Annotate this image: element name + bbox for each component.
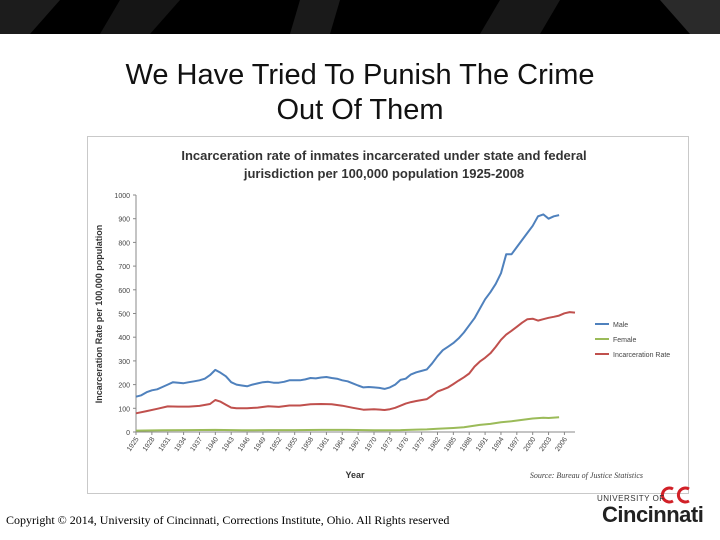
- logo-cincinnati: Cincinnati: [602, 502, 704, 527]
- x-tick-label: 1994: [491, 436, 506, 453]
- y-tick-label: 700: [118, 264, 130, 271]
- copyright-text: Copyright © 2014, University of Cincinna…: [6, 513, 450, 527]
- x-tick-label: 1946: [237, 436, 252, 453]
- legend: Male Female Incarceration Rate: [595, 322, 670, 359]
- slide-title-line-1: We Have Tried To Punish The Crime: [125, 59, 595, 91]
- x-tick-label: 1982: [427, 436, 442, 453]
- x-tick-label: 1952: [269, 436, 284, 453]
- y-tick-label: 200: [118, 383, 130, 390]
- y-tick-label: 100: [118, 406, 130, 413]
- x-tick-label: 1931: [158, 436, 173, 453]
- y-tick-label: 0: [126, 430, 130, 437]
- y-axis-label: Incarceration Rate per 100,000 populatio…: [94, 225, 104, 404]
- y-tick-label: 800: [118, 240, 130, 247]
- x-tick-label: 1961: [316, 436, 331, 453]
- logo-university-of: UNIVERSITY OF: [597, 494, 665, 503]
- x-tick-label: 1943: [221, 436, 236, 453]
- x-tick-label: 2006: [554, 436, 569, 453]
- x-tick-label: 1991: [475, 436, 490, 453]
- x-tick-label: 1937: [189, 436, 204, 453]
- series-line-female: [135, 416, 560, 432]
- series-line-incarceration-rate: [135, 311, 576, 415]
- university-logo: UNIVERSITY OF Cincinnati: [592, 484, 716, 530]
- legend-label: Incarceration Rate: [613, 352, 670, 359]
- source-note: Source: Bureau of Justice Statistics: [530, 471, 643, 480]
- banner-shards: [0, 0, 720, 34]
- top-banner: [0, 0, 720, 34]
- x-tick-label: 1958: [301, 436, 316, 453]
- series-line-male: [135, 213, 560, 398]
- slide-title: We Have Tried To Punish The Crime Out Of…: [40, 58, 680, 128]
- chart-title-line-1: Incarceration rate of inmates incarcerat…: [181, 148, 586, 163]
- legend-label: Female: [613, 337, 636, 344]
- legend-label: Male: [613, 322, 628, 329]
- slide-title-line-2: Out Of Them: [276, 94, 444, 126]
- x-tick-label: 1940: [205, 436, 220, 453]
- series-lines: [135, 213, 576, 432]
- incarceration-line-chart: Incarceration rate of inmates incarcerat…: [94, 148, 670, 480]
- y-tick-label: 500: [118, 312, 130, 319]
- x-tick-label: 1934: [174, 436, 189, 453]
- x-tick-label: 1985: [443, 436, 458, 453]
- axes-group: 0 100 200 300 400 500 600 700 800 900 1000 1925 1928…: [114, 193, 575, 453]
- uc-c-mark-icon: [660, 486, 690, 504]
- x-tick-label: 1955: [285, 436, 300, 453]
- y-tick-label: 600: [118, 288, 130, 295]
- x-tick-label: 1949: [253, 436, 268, 453]
- x-tick-label: 1973: [380, 436, 395, 453]
- x-tick-label: 1967: [348, 436, 363, 453]
- y-tick-label: 400: [118, 335, 130, 342]
- y-tick-label: 1000: [114, 193, 130, 200]
- x-tick-label: 1997: [507, 436, 522, 453]
- x-tick-label: 1925: [126, 436, 141, 453]
- x-tick-label: 1964: [332, 436, 347, 453]
- y-tick-label: 300: [118, 359, 130, 366]
- chart-frame: Incarceration rate of inmates incarcerat…: [87, 136, 689, 494]
- chart-title-line-2: jurisdiction per 100,000 population 1925…: [243, 166, 524, 181]
- x-tick-label: 1988: [459, 436, 474, 453]
- x-axis-label: Year: [345, 470, 365, 480]
- x-tick-label: 1979: [412, 436, 427, 453]
- x-tick-label: 1976: [396, 436, 411, 453]
- x-tick-label: 2003: [539, 436, 554, 453]
- x-tick-label: 2000: [523, 436, 538, 453]
- y-tick-label: 900: [118, 217, 130, 224]
- x-tick-label: 1970: [364, 436, 379, 453]
- x-tick-label: 1928: [142, 436, 157, 453]
